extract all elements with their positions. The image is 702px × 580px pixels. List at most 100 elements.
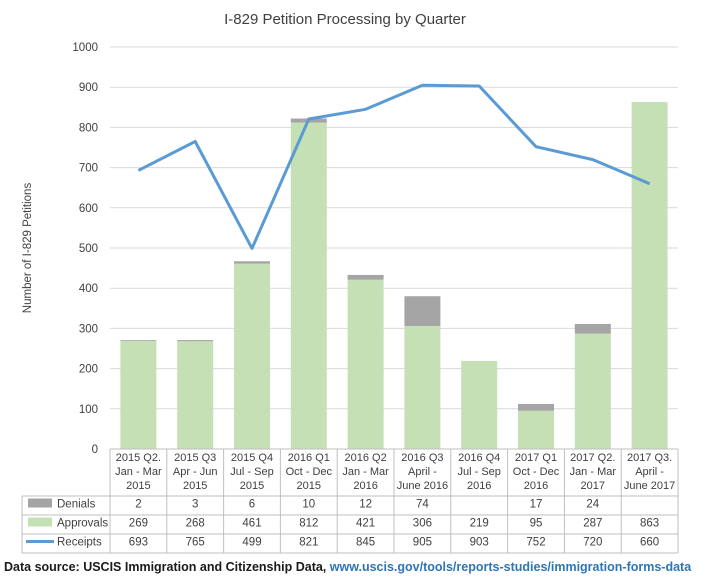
y-tick-label: 200 <box>79 364 98 376</box>
x-tick-label: 2017 Q2. <box>570 452 615 464</box>
x-tick-label: 2015 Q3 <box>174 452 216 464</box>
x-tick-label: 2016 Q1 <box>288 452 330 464</box>
data-label: 306 <box>413 518 432 530</box>
bars <box>120 102 668 450</box>
denials-bar <box>234 261 270 264</box>
approvals-bar <box>631 102 668 449</box>
data-label: 2 <box>135 499 141 511</box>
data-label: 903 <box>470 537 489 549</box>
y-tick-label: 1000 <box>72 42 98 54</box>
data-label: 287 <box>583 518 602 530</box>
data-label: 693 <box>129 537 148 549</box>
data-label: 821 <box>299 537 318 549</box>
data-label: 6 <box>249 499 255 511</box>
legend-key-denials <box>28 498 52 508</box>
data-label: 499 <box>242 537 261 549</box>
data-label: 219 <box>470 518 489 530</box>
y-tick-label: 0 <box>92 444 98 456</box>
approvals-bar <box>461 360 498 449</box>
data-label: 845 <box>356 537 375 549</box>
denials-bar <box>347 274 384 280</box>
x-tick-label: 2017 <box>581 480 605 492</box>
chart-title: I-829 Petition Processing by Quarter <box>224 11 466 28</box>
x-tick-label: Jan - Mar <box>570 466 617 478</box>
y-tick-label: 800 <box>79 122 98 134</box>
x-tick-label: 2015 <box>126 480 150 492</box>
data-label: 3 <box>192 499 198 511</box>
data-label: 24 <box>586 499 599 511</box>
y-tick-label: 300 <box>79 323 98 335</box>
x-tick-label: 2015 Q4 <box>231 452 273 464</box>
receipts-line <box>137 83 651 250</box>
x-tick-label: Apr - Jun <box>173 466 218 478</box>
data-label: 765 <box>186 537 205 549</box>
data-label: 905 <box>413 537 432 549</box>
data-source-label: Data source: USCIS Immigration and Citiz… <box>4 560 330 574</box>
data-label: 752 <box>526 537 545 549</box>
x-tick-label: Jan - Mar <box>115 466 162 478</box>
data-label: 421 <box>356 518 375 530</box>
legend-label: Approvals <box>57 518 108 530</box>
approvals-bar <box>347 279 384 449</box>
y-axis-label: Number of I-829 Petitions <box>22 183 34 314</box>
data-label: 74 <box>416 499 429 511</box>
denials-bar <box>574 323 611 334</box>
x-tick-label: 2016 Q3 <box>401 452 443 464</box>
x-tick-label: 2016 <box>467 480 491 492</box>
legend-key-approvals <box>28 517 52 527</box>
denials-bar <box>518 403 554 411</box>
y-tick-label: 400 <box>79 283 98 295</box>
data-label: 12 <box>359 499 372 511</box>
y-tick-label: 100 <box>79 404 98 416</box>
data-label: 812 <box>299 518 318 530</box>
chart: I-829 Petition Processing by Quarter Num… <box>21 11 679 554</box>
data-label: 17 <box>530 499 543 511</box>
data-label: 10 <box>302 499 315 511</box>
approvals-bar <box>120 340 157 449</box>
denials-bar <box>120 340 157 341</box>
x-tick-label: April - <box>408 466 437 478</box>
data-label: 95 <box>530 518 543 530</box>
x-tick-label: Oct - Dec <box>286 466 333 478</box>
x-tick-label: 2016 <box>353 480 377 492</box>
x-tick-label: 2017 Q1 <box>515 452 557 464</box>
legend-label: Denials <box>57 499 96 511</box>
x-tick-label: June 2017 <box>624 480 675 492</box>
y-tick-labels: 0 100 200 300 400 500 600 700 800 900 1000 <box>72 42 98 456</box>
x-tick-label: 2016 <box>524 480 548 492</box>
approvals-bar <box>177 341 214 449</box>
x-tick-label: April - <box>635 466 664 478</box>
data-label: 461 <box>242 518 261 530</box>
x-tick-label: 2015 <box>297 480 321 492</box>
x-tick-label: 2015 <box>183 480 207 492</box>
data-label: 269 <box>129 518 148 530</box>
approvals-bar <box>404 325 441 449</box>
x-tick-label: Jul - Sep <box>230 466 273 478</box>
denials-bar <box>404 296 441 326</box>
x-tick-label: 2016 Q4 <box>458 452 500 464</box>
data-source-link[interactable]: www.uscis.gov/tools/reports-studies/immi… <box>329 560 692 574</box>
y-tick-label: 700 <box>79 163 98 175</box>
approvals-bar <box>574 333 611 449</box>
y-tick-label: 600 <box>79 203 98 215</box>
x-tick-label: 2016 Q2 <box>344 452 386 464</box>
x-tick-label: 2015 Q2. <box>116 452 161 464</box>
x-tick-label: 2015 <box>240 480 264 492</box>
y-tick-label: 900 <box>79 82 98 94</box>
data-label: 720 <box>583 537 602 549</box>
data-label: 863 <box>640 518 659 530</box>
approvals-bar <box>290 122 327 450</box>
approvals-bar <box>234 263 270 449</box>
x-tick-label: Jul - Sep <box>457 466 500 478</box>
data-table: 2015 Q2. Jan - Mar 2015 2015 Q3 Apr - Jun 201… <box>21 448 679 554</box>
x-tick-label: 2017 Q3. <box>627 452 672 464</box>
data-label: 268 <box>186 518 205 530</box>
data-label: 660 <box>640 537 659 549</box>
data-source-note: Data source: USCIS Immigration and Citiz… <box>4 560 691 574</box>
legend-label: Receipts <box>57 537 102 549</box>
approvals-bar <box>518 410 554 449</box>
x-tick-label: Jan - Mar <box>342 466 389 478</box>
x-tick-label: June 2016 <box>397 480 448 492</box>
denials-bar <box>177 340 214 342</box>
receipts-line-group <box>137 83 651 250</box>
